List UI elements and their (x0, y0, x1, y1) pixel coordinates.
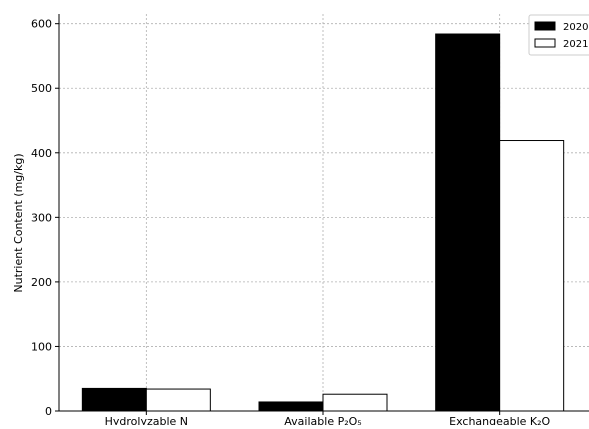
bar-2021-0 (145, 388, 211, 412)
y-tick-label: 600 (31, 18, 52, 31)
y-tick-label: 100 (31, 340, 52, 353)
bar-2021-1 (322, 393, 388, 412)
bars (81, 33, 565, 412)
bar-2020-1 (258, 401, 324, 412)
y-tick-label: 500 (31, 82, 52, 95)
y-tick-label: 200 (31, 276, 52, 289)
legend-swatch-2020 (534, 21, 556, 31)
x-tick-label: Hydrolyzable N (105, 415, 188, 425)
bar-2020-0 (81, 387, 147, 412)
legend: 2020 2021 (528, 14, 589, 56)
y-tick-label: 300 (31, 211, 52, 224)
x-tick-label: Available P₂O₅ (284, 415, 361, 425)
legend-label-2021: 2021 (563, 39, 588, 50)
legend-label-2020: 2020 (563, 22, 588, 33)
y-tick-label: 400 (31, 147, 52, 160)
axes (55, 14, 589, 415)
y-tick-label: 0 (45, 405, 52, 418)
bar-2021-2 (499, 140, 565, 412)
bar-2020-2 (435, 33, 501, 412)
y-axis-label: Nutrient Content (mg/kg) (12, 153, 25, 292)
x-tick-label: Exchangeable K₂O (449, 415, 550, 425)
legend-swatch-2021 (534, 38, 556, 48)
grid-lines (59, 14, 589, 412)
